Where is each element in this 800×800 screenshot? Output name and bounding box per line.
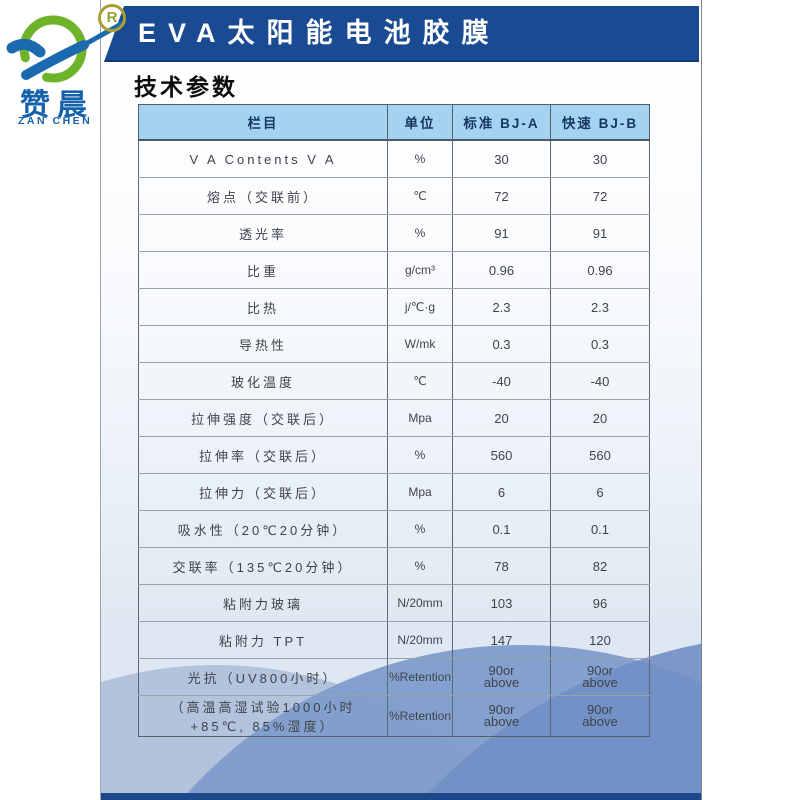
column-header-2: 标准 BJ-A — [452, 104, 551, 141]
spec-table: 栏目 单位 标准 BJ-A 快速 BJ-B V A Contents V A% 30 30… — [138, 104, 650, 737]
param-name-cell: 玻化温度 — [138, 362, 388, 400]
standard-bja-value-cell: 72 — [452, 177, 551, 215]
param-name-cell: 拉伸强度（交联后） — [138, 399, 388, 437]
content-card: EVA太阳能电池胶膜 技术参数 栏目 单位 标准 BJ-A 快速 BJ-B V A C… — [100, 0, 702, 800]
table-row: 透光率% 91 91 — [138, 214, 650, 252]
standard-bja-value-cell: 0.1 — [452, 510, 551, 548]
unit-cell: W/mk — [387, 325, 453, 363]
title-bar: EVA太阳能电池胶膜 — [104, 6, 699, 62]
param-name-cell: 拉伸力（交联后） — [138, 473, 388, 511]
fast-bjb-value-cell: 120 — [550, 621, 650, 659]
fast-bjb-value-cell: 6 — [550, 473, 650, 511]
table-row: （高温高湿试验1000小时 +85℃, 85%湿度） %Retention 90or… — [138, 695, 650, 737]
standard-bja-value-cell: 147 — [452, 621, 551, 659]
table-row: 玻化温度 ℃ -40 -40 — [138, 362, 650, 400]
column-header-3: 快速 BJ-B — [550, 104, 650, 141]
standard-bja-value-cell: 20 — [452, 399, 551, 437]
standard-bja-value-cell: 2.3 — [452, 288, 551, 326]
param-name-cell: 拉伸率（交联后） — [138, 436, 388, 474]
table-row: 比热 j/℃·g 2.3 2.3 — [138, 288, 650, 326]
param-name-cell: 比重 — [138, 251, 388, 289]
unit-cell: ℃ — [387, 177, 453, 215]
footer-bar — [101, 793, 701, 800]
brand-name-en: ZAN CHEN — [18, 115, 93, 127]
fast-bjb-value-cell: 560 — [550, 436, 650, 474]
unit-cell: % — [387, 436, 453, 474]
unit-cell: % — [387, 547, 453, 585]
param-name-cell: （高温高湿试验1000小时 +85℃, 85%湿度） — [138, 695, 388, 737]
param-name-cell: 比热 — [138, 288, 388, 326]
unit-cell: N/20mm — [387, 621, 453, 659]
table-row: 拉伸率（交联后）% 560 560 — [138, 436, 650, 474]
standard-bja-value-cell: 30 — [452, 140, 551, 178]
fast-bjb-value-cell: 30 — [550, 140, 650, 178]
table-row: 粘附力 TPT N/20mm 147 120 — [138, 621, 650, 659]
unit-cell: j/℃·g — [387, 288, 453, 326]
spec-table-header: 栏目 单位 标准 BJ-A 快速 BJ-B — [138, 104, 650, 141]
standard-bja-value-cell: 91 — [452, 214, 551, 252]
param-name-cell: 粘附力玻璃 — [138, 584, 388, 622]
standard-bja-value-cell: 0.3 — [452, 325, 551, 363]
fast-bjb-value-cell: 96 — [550, 584, 650, 622]
table-row: V A Contents V A% 30 30 — [138, 140, 650, 178]
param-name-cell: 光抗（UV800小时） — [138, 658, 388, 696]
param-name-cell: 粘附力 TPT — [138, 621, 388, 659]
brand-logo: 赞晨 ZAN CHEN R — [4, 2, 132, 144]
standard-bja-value-cell: 78 — [452, 547, 551, 585]
column-header-1: 单位 — [387, 104, 453, 141]
table-row: 比重 g/cm³ 0.96 0.96 — [138, 251, 650, 289]
fast-bjb-value-cell: 20 — [550, 399, 650, 437]
unit-cell: g/cm³ — [387, 251, 453, 289]
unit-cell: Mpa — [387, 399, 453, 437]
table-row: 熔点（交联前） ℃ 72 72 — [138, 177, 650, 215]
brand-name-cn: 赞晨 — [20, 89, 94, 122]
fast-bjb-value-cell: 0.1 — [550, 510, 650, 548]
fast-bjb-value-cell: 72 — [550, 177, 650, 215]
standard-bja-value-cell: 103 — [452, 584, 551, 622]
table-row: 粘附力玻璃 N/20mm 103 96 — [138, 584, 650, 622]
standard-bja-value-cell: 6 — [452, 473, 551, 511]
param-name-cell: 熔点（交联前） — [138, 177, 388, 215]
param-name-cell: V A Contents V A — [138, 140, 388, 178]
section-heading: 技术参数 — [134, 74, 238, 100]
column-header-0: 栏目 — [138, 104, 388, 141]
table-row: 拉伸强度（交联后） Mpa 20 20 — [138, 399, 650, 437]
unit-cell: N/20mm — [387, 584, 453, 622]
table-row: 吸水性（20℃20分钟）% 0.1 0.1 — [138, 510, 650, 548]
fast-bjb-value-cell: 2.3 — [550, 288, 650, 326]
table-row: 拉伸力（交联后） Mpa 6 6 — [138, 473, 650, 511]
param-name-cell: 交联率（135℃20分钟） — [138, 547, 388, 585]
standard-bja-value-cell: 560 — [452, 436, 551, 474]
fast-bjb-value-cell: 90or above — [550, 658, 650, 696]
param-name-cell: 透光率 — [138, 214, 388, 252]
param-name-cell: 导热性 — [138, 325, 388, 363]
unit-cell: % — [387, 140, 453, 178]
fast-bjb-value-cell: 0.96 — [550, 251, 650, 289]
unit-cell: %Retention — [387, 695, 453, 737]
unit-cell: %Retention — [387, 658, 453, 696]
registered-trademark-icon: R — [98, 4, 126, 32]
unit-cell: % — [387, 510, 453, 548]
param-name-cell: 吸水性（20℃20分钟） — [138, 510, 388, 548]
page-title: EVA太阳能电池胶膜 — [138, 18, 501, 48]
fast-bjb-value-cell: 91 — [550, 214, 650, 252]
fast-bjb-value-cell: -40 — [550, 362, 650, 400]
standard-bja-value-cell: 90or above — [452, 695, 551, 737]
table-row: 导热性 W/mk 0.3 0.3 — [138, 325, 650, 363]
table-row: 交联率（135℃20分钟）% 78 82 — [138, 547, 650, 585]
fast-bjb-value-cell: 82 — [550, 547, 650, 585]
table-row: 光抗（UV800小时） %Retention 90or above 90or abov… — [138, 658, 650, 696]
standard-bja-value-cell: 90or above — [452, 658, 551, 696]
standard-bja-value-cell: -40 — [452, 362, 551, 400]
unit-cell: % — [387, 214, 453, 252]
fast-bjb-value-cell: 90or above — [550, 695, 650, 737]
fast-bjb-value-cell: 0.3 — [550, 325, 650, 363]
standard-bja-value-cell: 0.96 — [452, 251, 551, 289]
unit-cell: ℃ — [387, 362, 453, 400]
unit-cell: Mpa — [387, 473, 453, 511]
